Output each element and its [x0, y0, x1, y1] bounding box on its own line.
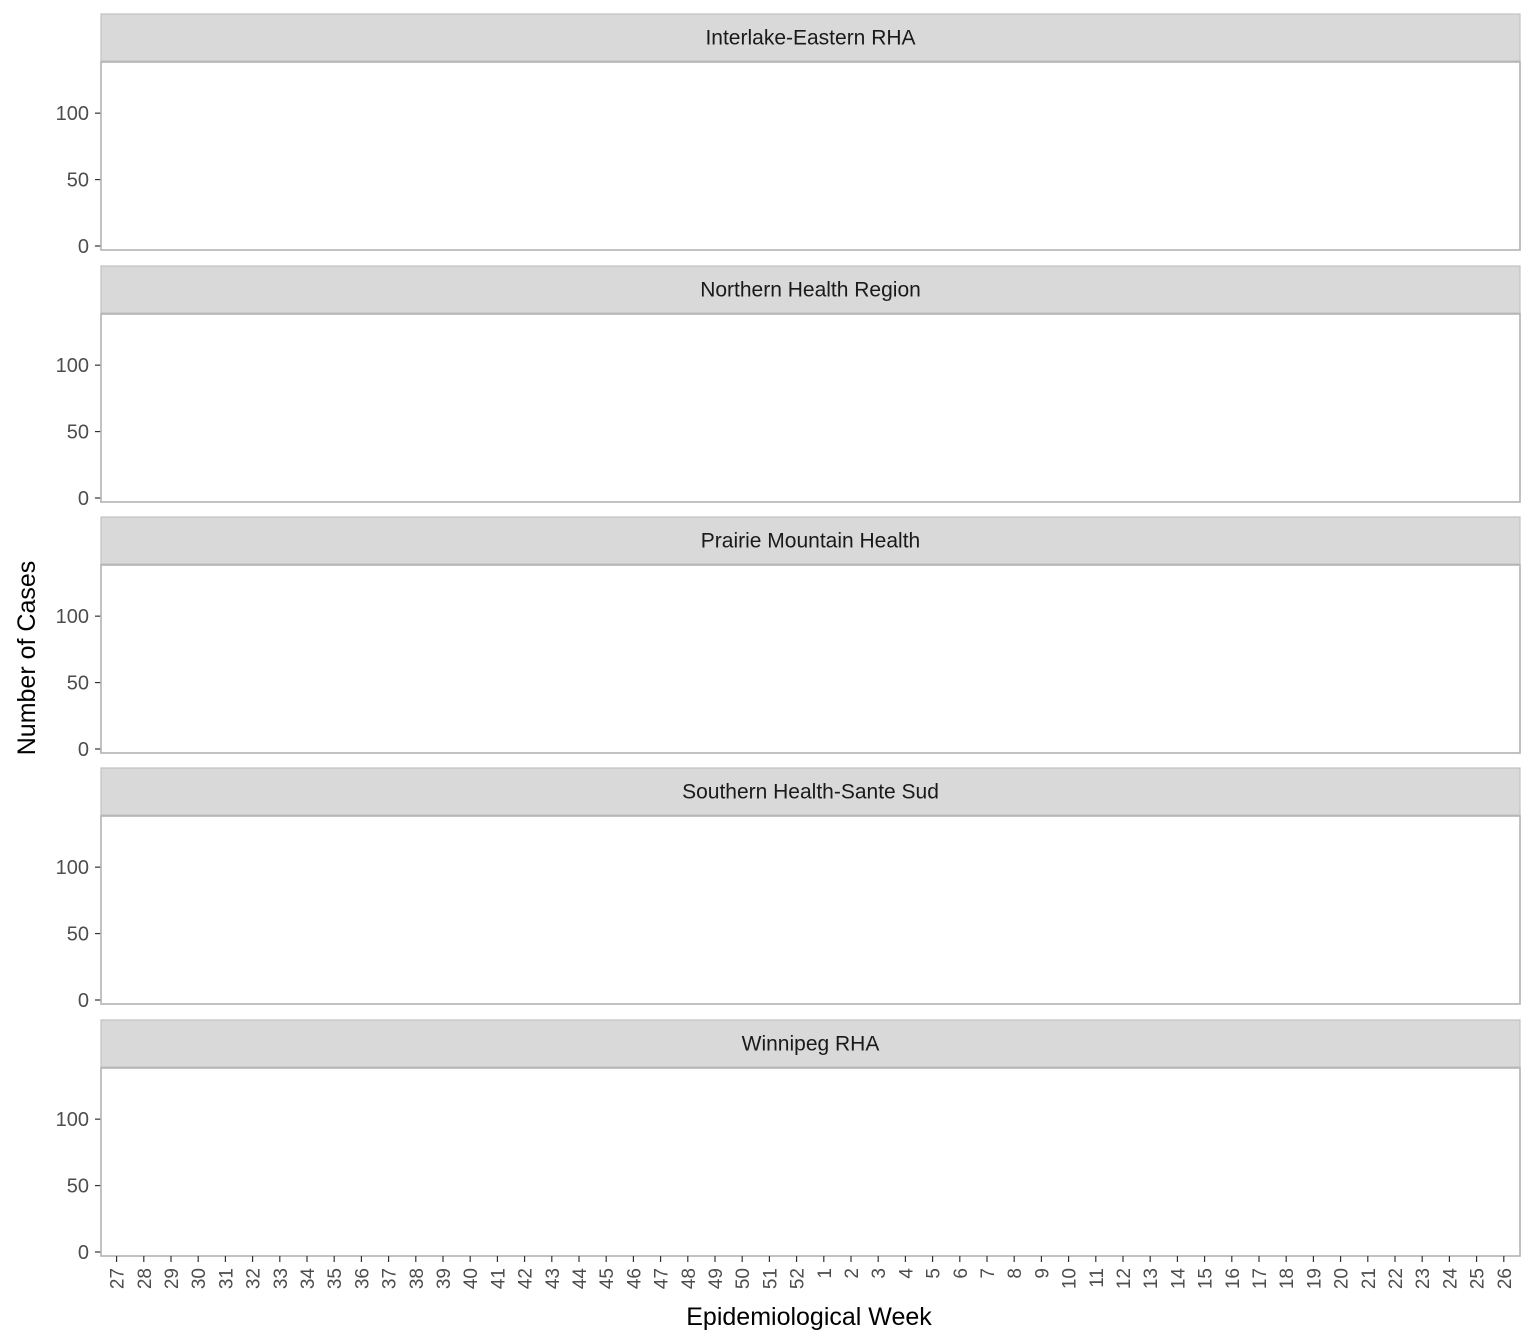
x-tick-label: 10: [1060, 1268, 1081, 1289]
x-tick-label: 45: [597, 1268, 618, 1289]
x-tick-label: 51: [760, 1268, 781, 1289]
x-tick-label: 27: [108, 1268, 129, 1289]
x-tick-label: 37: [380, 1268, 401, 1289]
panel-border: [100, 61, 1521, 251]
panel-strip: [100, 13, 1521, 62]
panel-border: [100, 564, 1521, 754]
x-tick-label: 34: [298, 1268, 319, 1290]
y-tick-label: 100: [56, 103, 89, 125]
x-tick-label: 30: [189, 1268, 210, 1289]
x-tick-label: 6: [951, 1268, 972, 1279]
x-tick-label: 50: [733, 1268, 754, 1289]
x-tick-label: 44: [570, 1268, 591, 1290]
x-tick-label: 21: [1359, 1268, 1380, 1289]
x-tick-label: 13: [1141, 1268, 1162, 1289]
x-tick-label: 5: [924, 1268, 945, 1279]
x-tick-label: 22: [1386, 1268, 1407, 1289]
x-tick-label: 26: [1495, 1268, 1516, 1289]
panel: Prairie Mountain Health 0 50 100: [56, 516, 1521, 761]
x-tick-label: 43: [543, 1268, 564, 1289]
panel-strip: [100, 265, 1521, 314]
panel-title: Northern Health Region: [700, 279, 921, 302]
panel-strip: [100, 516, 1521, 565]
panel-strip: [100, 1019, 1521, 1068]
x-axis-title: Epidemiological Week: [686, 1303, 932, 1331]
x-tick-label: 1: [815, 1268, 836, 1279]
panel-border: [100, 1067, 1521, 1257]
y-tick-label: 0: [78, 990, 89, 1012]
x-tick-label: 42: [516, 1268, 537, 1289]
x-tick-label: 39: [434, 1268, 455, 1289]
x-tick-label: 36: [352, 1268, 373, 1289]
panel-title: Southern Health-Sante Sud: [682, 781, 939, 804]
y-tick-label: 0: [78, 1242, 89, 1264]
x-tick-label: 29: [162, 1268, 183, 1289]
x-tick-label: 11: [1087, 1268, 1108, 1288]
panel-border: [100, 313, 1521, 503]
y-tick-label: 50: [67, 673, 89, 695]
x-tick-label: 12: [1114, 1268, 1135, 1289]
x-tick-label: 47: [652, 1268, 673, 1289]
x-tick-label: 9: [1032, 1268, 1053, 1279]
x-tick-label: 48: [679, 1268, 700, 1289]
x-tick-label: 38: [407, 1268, 428, 1289]
x-tick-label: 40: [461, 1268, 482, 1289]
x-tick-label: 28: [135, 1268, 156, 1289]
x-tick-label: 17: [1250, 1268, 1271, 1289]
y-tick-label: 50: [67, 924, 89, 946]
y-tick-label: 50: [67, 170, 89, 192]
x-tick-label: 33: [271, 1268, 292, 1289]
y-tick-label: 100: [56, 857, 89, 879]
x-tick-label: 24: [1440, 1268, 1461, 1290]
x-tick-label: 25: [1468, 1268, 1489, 1289]
x-tick-label: 19: [1304, 1268, 1325, 1289]
x-tick-label: 52: [788, 1268, 809, 1289]
x-tick-label: 7: [978, 1268, 999, 1279]
x-tick-label: 23: [1413, 1268, 1434, 1289]
panel: Interlake-Eastern RHA 0 50 100: [56, 13, 1521, 258]
x-tick-label: 16: [1223, 1268, 1244, 1289]
x-tick-label: 15: [1196, 1268, 1217, 1289]
y-tick-label: 0: [78, 236, 89, 258]
x-tick-label: 41: [488, 1268, 509, 1289]
x-tick-label: 8: [1005, 1268, 1026, 1279]
x-tick-label: 4: [896, 1268, 917, 1279]
panel: Winnipeg RHA 0 50 100: [56, 1019, 1521, 1264]
y-tick-label: 100: [56, 1109, 89, 1131]
x-tick-label: 18: [1277, 1268, 1298, 1289]
panel-title: Winnipeg RHA: [742, 1033, 880, 1056]
y-axis-title: Number of Cases: [13, 561, 41, 756]
y-tick-label: 0: [78, 739, 89, 761]
panel-title: Prairie Mountain Health: [701, 530, 920, 553]
x-tick-label: 46: [624, 1268, 645, 1289]
x-tick-label: 2: [842, 1268, 863, 1279]
x-tick-label: 35: [325, 1268, 346, 1289]
y-tick-label: 100: [56, 606, 89, 628]
x-axis: 27 28 29 30 31 32 33 34 35 36 37 38 39 40 41 42 43 44 45 46…: [108, 1256, 1516, 1289]
panel-title: Interlake-Eastern RHA: [705, 27, 915, 50]
panel: Southern Health-Sante Sud 0 50 100: [56, 767, 1521, 1012]
y-tick-label: 100: [56, 355, 89, 377]
panel: Northern Health Region 0 50 100: [56, 265, 1521, 510]
x-tick-label: 32: [244, 1268, 265, 1289]
x-tick-label: 49: [706, 1268, 727, 1289]
y-tick-label: 50: [67, 1176, 89, 1198]
y-tick-label: 0: [78, 488, 89, 510]
panel-border: [100, 815, 1521, 1005]
y-tick-label: 50: [67, 422, 89, 444]
x-tick-label: 3: [869, 1268, 890, 1279]
x-tick-label: 20: [1332, 1268, 1353, 1289]
x-tick-label: 14: [1168, 1268, 1189, 1290]
x-tick-label: 31: [216, 1268, 237, 1289]
panel-strip: [100, 767, 1521, 816]
